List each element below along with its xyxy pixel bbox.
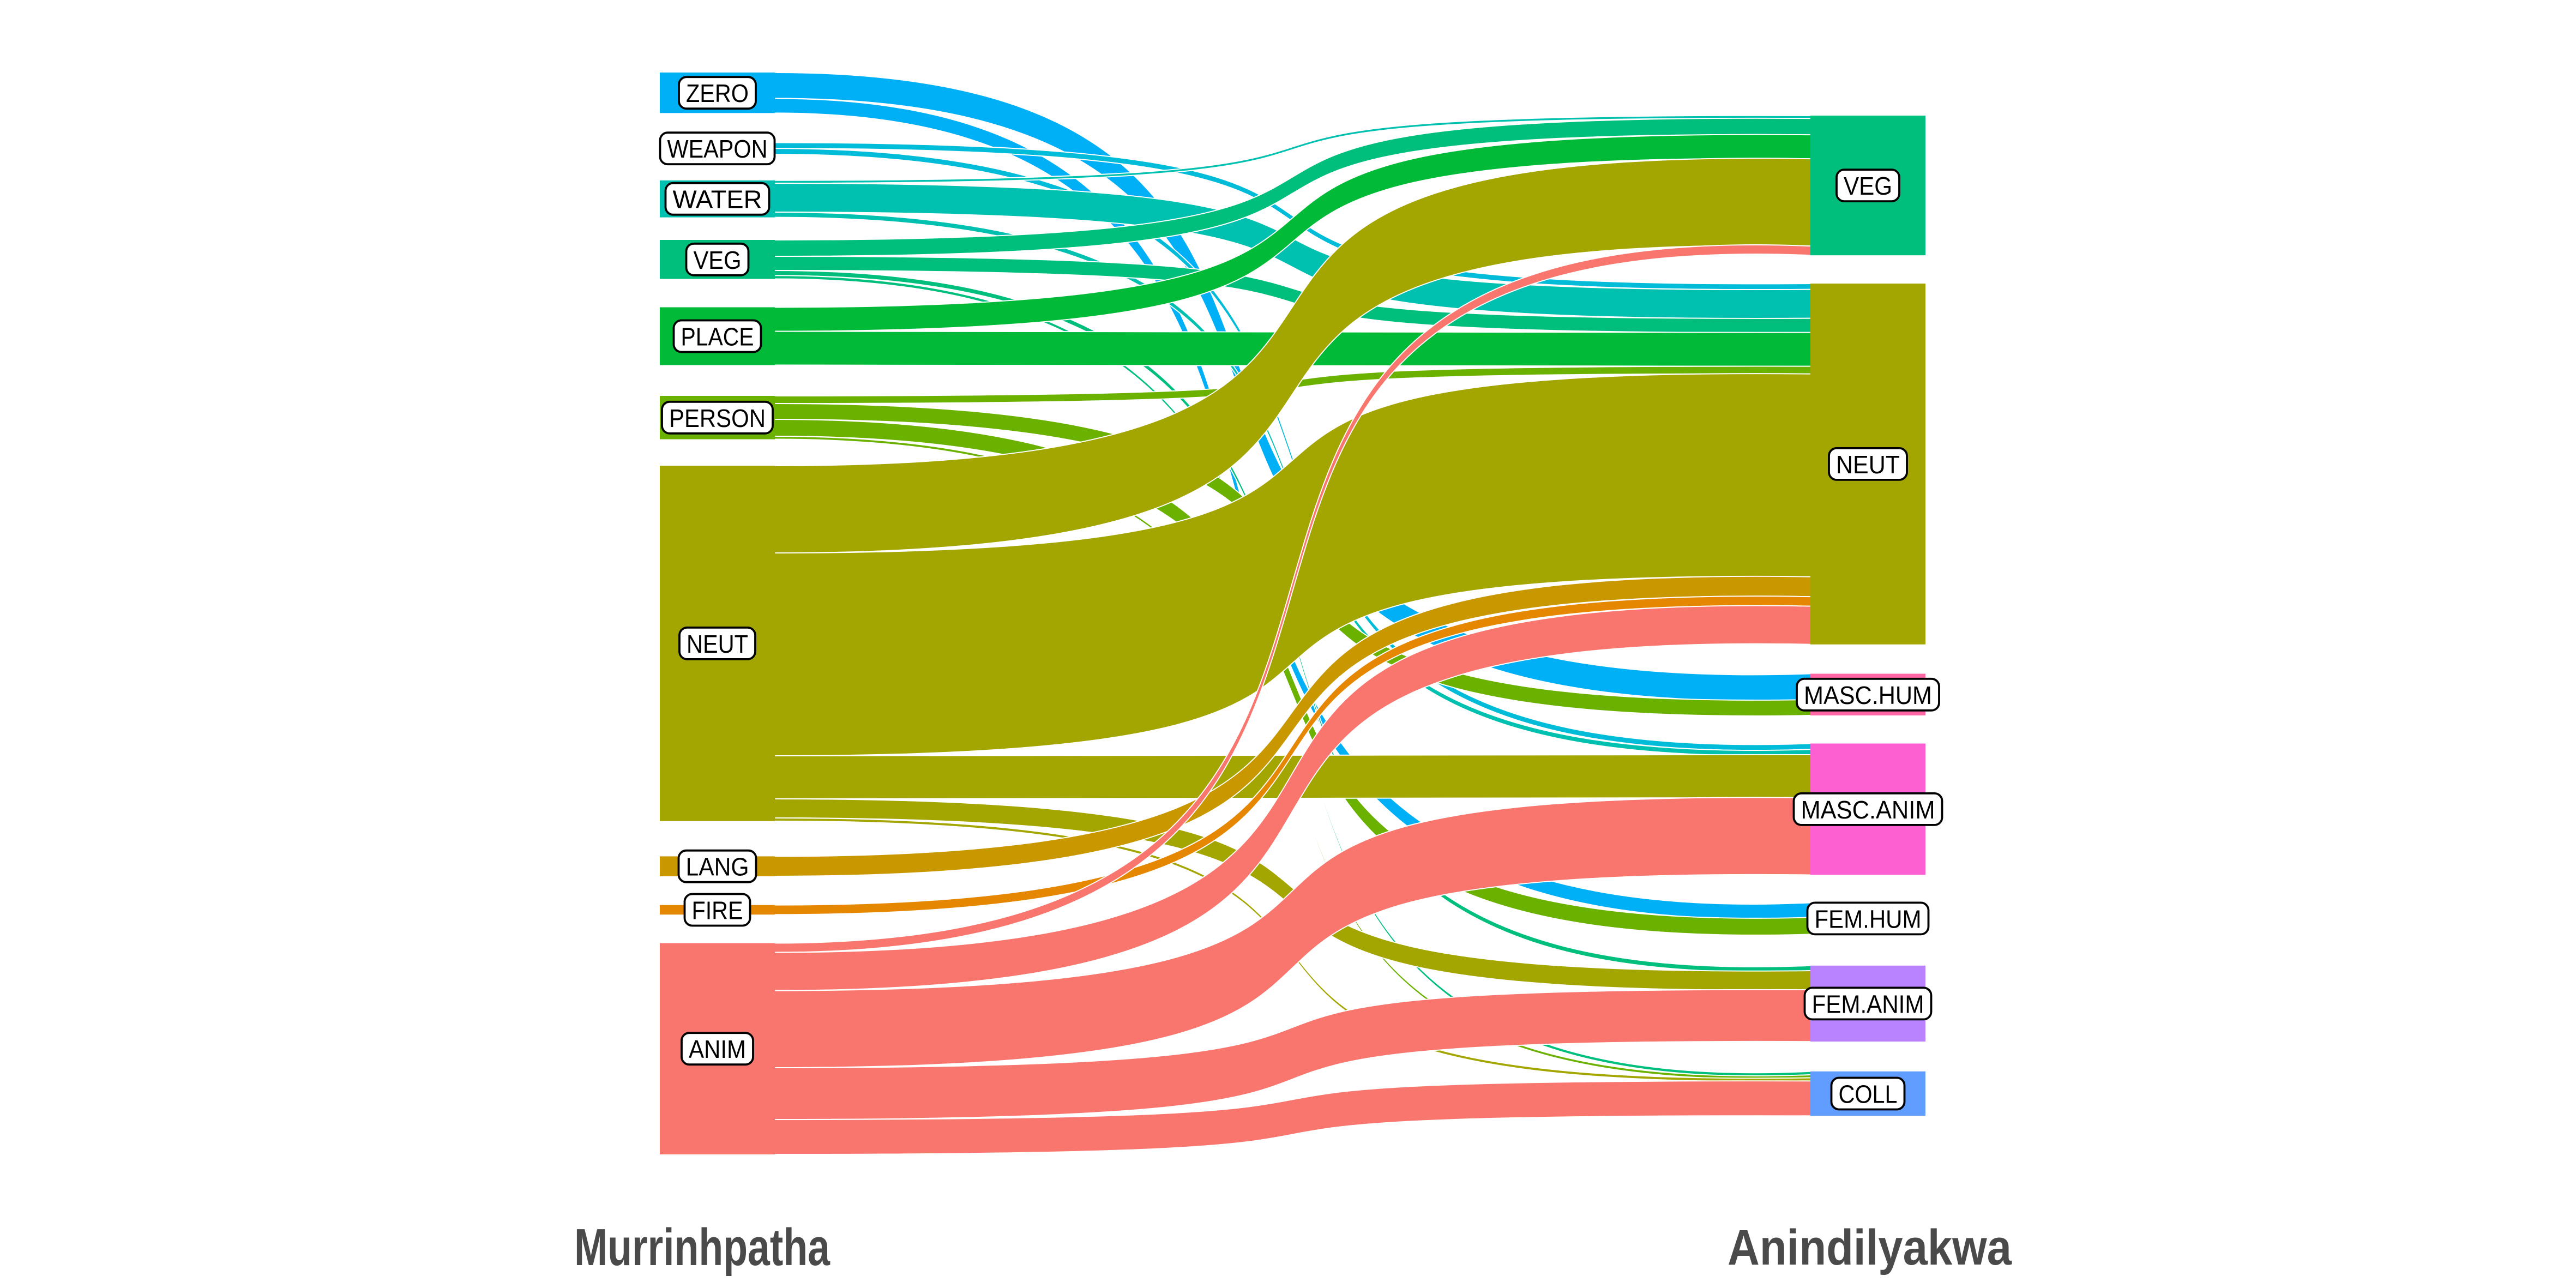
- svg-text:NEUT: NEUT: [1836, 450, 1900, 479]
- svg-text:WEAPON: WEAPON: [667, 135, 768, 163]
- svg-text:PERSON: PERSON: [669, 404, 766, 432]
- svg-text:PLACE: PLACE: [681, 323, 754, 351]
- svg-text:MASC.HUM: MASC.HUM: [1804, 681, 1932, 709]
- svg-text:LANG: LANG: [686, 853, 749, 881]
- svg-text:ZERO: ZERO: [686, 79, 749, 107]
- svg-text:WATER: WATER: [673, 185, 762, 214]
- svg-text:COLL: COLL: [1839, 1080, 1898, 1109]
- svg-text:FEM.HUM: FEM.HUM: [1815, 905, 1922, 933]
- svg-text:Anindilyakwa: Anindilyakwa: [1728, 1220, 2012, 1275]
- svg-text:VEG: VEG: [1844, 172, 1892, 200]
- svg-text:ANIM: ANIM: [689, 1035, 746, 1063]
- svg-text:Murrinhpatha: Murrinhpatha: [574, 1218, 830, 1277]
- svg-text:FEM.ANIM: FEM.ANIM: [1812, 990, 1924, 1018]
- svg-text:FIRE: FIRE: [692, 896, 743, 925]
- svg-text:MASC.ANIM: MASC.ANIM: [1801, 796, 1935, 824]
- svg-text:NEUT: NEUT: [687, 630, 748, 658]
- svg-text:VEG: VEG: [694, 246, 742, 274]
